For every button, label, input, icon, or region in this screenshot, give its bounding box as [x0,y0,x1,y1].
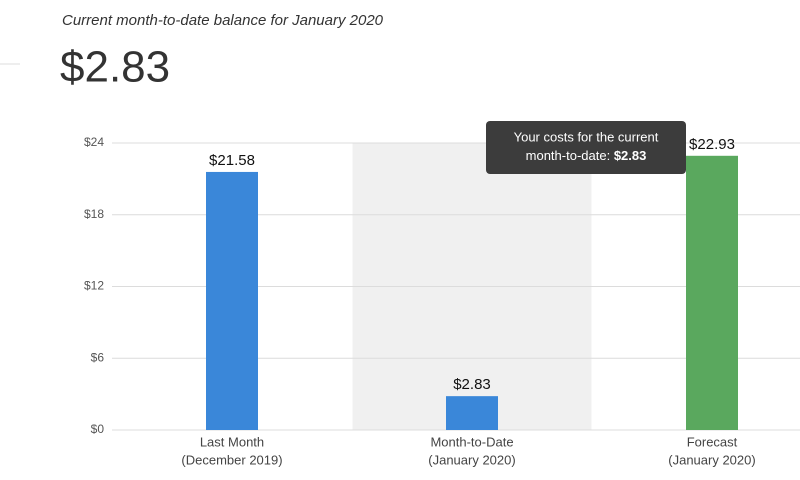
value-label: $22.93 [689,136,735,153]
x-tick-label: Last Month [200,434,264,449]
headline: $2.83 [60,43,170,92]
x-tick-label: Month-to-Date [430,434,513,449]
bar [686,155,738,430]
y-tick-label: $0 [91,422,105,436]
tooltip-box [486,121,686,174]
y-tick-label: $18 [84,207,104,221]
y-tick-label: $24 [84,135,104,149]
tooltip-text: month-to-date: $2.83 [526,148,647,163]
chart-title: Current month-to-date balance for Januar… [62,12,384,29]
bar [206,171,258,431]
x-tick-label: (January 2020) [668,452,755,467]
x-tick-label: Forecast [687,434,738,449]
y-tick-label: $12 [84,279,104,293]
value-label: $2.83 [453,376,491,393]
bar [446,396,498,430]
tooltip-value: $2.83 [614,148,647,163]
tooltip-text: Your costs for the current [514,129,659,144]
value-label: $21.58 [209,152,255,169]
tooltip-text: month-to-date: [526,148,611,163]
x-tick-label: (December 2019) [181,452,282,467]
y-tick-label: $6 [91,350,105,364]
x-tick-label: (January 2020) [428,452,515,467]
